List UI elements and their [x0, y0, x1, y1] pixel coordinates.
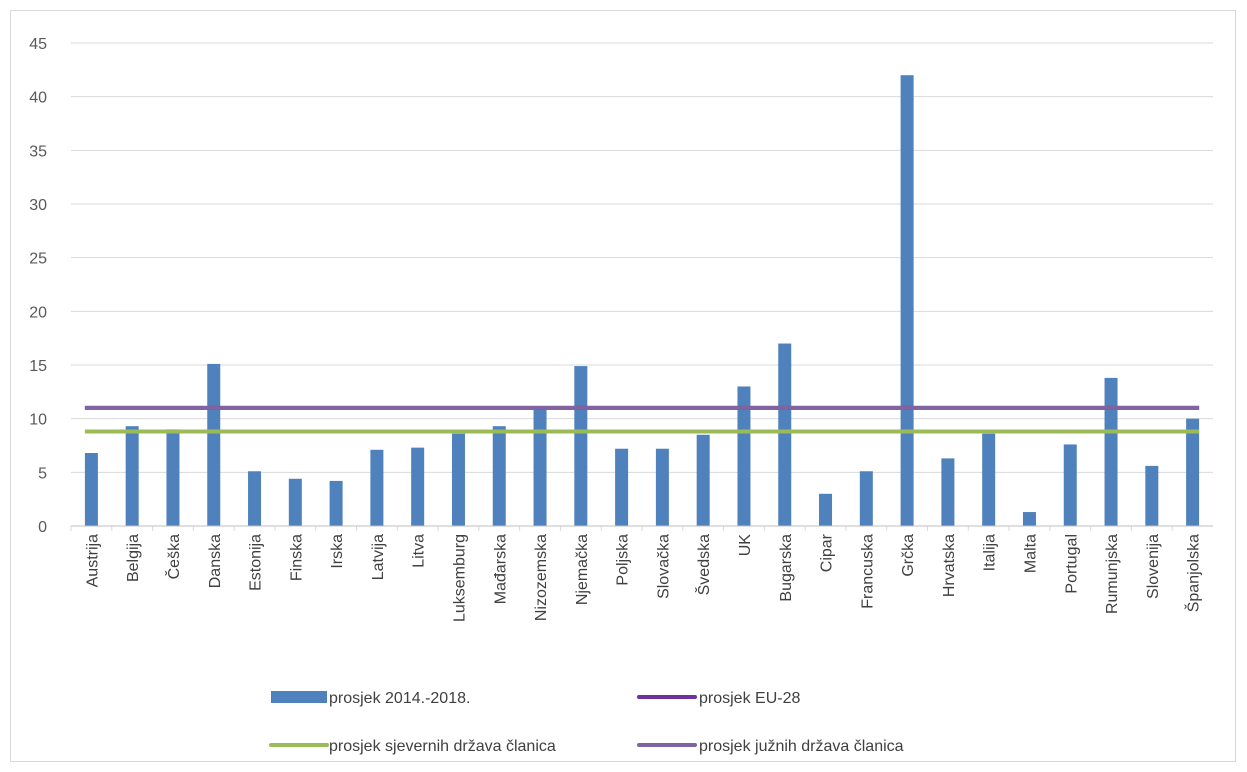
y-tick-label: 45 — [29, 36, 47, 53]
y-tick-label: 30 — [29, 197, 47, 214]
category-label: Estonija — [248, 534, 265, 591]
legend-label: prosjek sjevernih država članica — [329, 738, 556, 755]
category-label: Nizozemska — [533, 534, 550, 621]
category-label: Španjolska — [1184, 534, 1203, 612]
y-tick-label: 15 — [29, 358, 47, 375]
category-label: Cipar — [819, 533, 836, 572]
average-lines — [84, 405, 1200, 434]
y-tick-label: 25 — [29, 251, 47, 268]
chart-svg: 0 5 10 15 20 25 30 35 40 45 Austrija Belgija Češka D… — [29, 36, 1213, 755]
category-label: Hrvatska — [941, 534, 958, 597]
category-label: Bugarska — [778, 534, 795, 602]
bar — [615, 448, 629, 526]
y-tick-label: 35 — [29, 143, 47, 160]
legend-swatch-bar — [271, 691, 327, 703]
category-label: Grčka — [900, 534, 917, 577]
category-label: Danska — [207, 534, 224, 588]
category-labels: Austrija Belgija Češka Danska Estonija Finska… — [84, 533, 1202, 622]
legend-label: prosjek 2014.-2018. — [329, 690, 470, 707]
category-label: Slovenija — [1145, 534, 1162, 599]
bar — [533, 407, 547, 526]
category-label: Njemačka — [574, 534, 591, 605]
bar — [655, 448, 669, 526]
category-label: Slovačka — [655, 534, 672, 599]
bar — [900, 75, 914, 526]
category-label: Švedska — [694, 534, 713, 595]
category-label: Italija — [982, 534, 999, 571]
bar — [329, 480, 343, 526]
bar — [411, 447, 425, 526]
bar — [84, 453, 98, 526]
bar-series — [84, 75, 1200, 526]
category-label: Latvija — [370, 534, 387, 580]
bar — [1022, 512, 1036, 526]
y-tick-label: 10 — [29, 412, 47, 429]
bar — [248, 471, 262, 526]
category-label: Austrija — [84, 534, 101, 587]
bar — [574, 366, 588, 526]
y-tick-label: 40 — [29, 90, 47, 107]
bar — [492, 426, 506, 526]
category-label: Belgija — [125, 534, 142, 582]
y-tick-label: 5 — [38, 465, 47, 482]
y-tick-label: 20 — [29, 304, 47, 321]
category-label: Finska — [288, 534, 305, 581]
bar — [1104, 377, 1118, 526]
category-label: Portugal — [1063, 534, 1080, 594]
bar — [941, 458, 955, 526]
bar — [982, 433, 996, 526]
x-axis — [70, 525, 1213, 531]
bar — [207, 363, 221, 526]
category-label: Češka — [164, 534, 183, 579]
category-label: Poljska — [615, 534, 632, 586]
bar — [737, 386, 751, 526]
category-label: Rumunjska — [1104, 534, 1121, 614]
bar — [778, 343, 792, 526]
legend-label: prosjek EU-28 — [699, 690, 800, 707]
category-label: Litva — [411, 534, 428, 568]
category-label: Irska — [329, 534, 346, 569]
category-label: Francuska — [859, 534, 876, 609]
legend: prosjek 2014.-2018. prosjek EU-28 prosjek … — [269, 690, 904, 755]
bar — [451, 433, 465, 526]
category-label: UK — [737, 534, 754, 557]
category-label: Malta — [1022, 534, 1039, 573]
bar — [166, 429, 180, 526]
category-label: Luksemburg — [451, 534, 468, 622]
bar — [1145, 465, 1159, 526]
bar — [859, 471, 873, 526]
y-tick-label: 0 — [38, 519, 47, 536]
chart-frame: 0 5 10 15 20 25 30 35 40 45 Austrija Belgija Češka D… — [10, 10, 1236, 762]
gridlines — [71, 42, 1213, 473]
bar — [696, 434, 710, 526]
bar — [125, 426, 139, 526]
category-label: Mađarska — [492, 534, 509, 604]
legend-label: prosjek južnih država članica — [699, 738, 904, 755]
y-axis-ticks: 0 5 10 15 20 25 30 35 40 45 — [29, 36, 47, 536]
bar — [1186, 418, 1200, 526]
bar — [370, 449, 384, 526]
bar — [1063, 444, 1077, 526]
bar — [288, 478, 302, 526]
bar — [819, 493, 833, 526]
